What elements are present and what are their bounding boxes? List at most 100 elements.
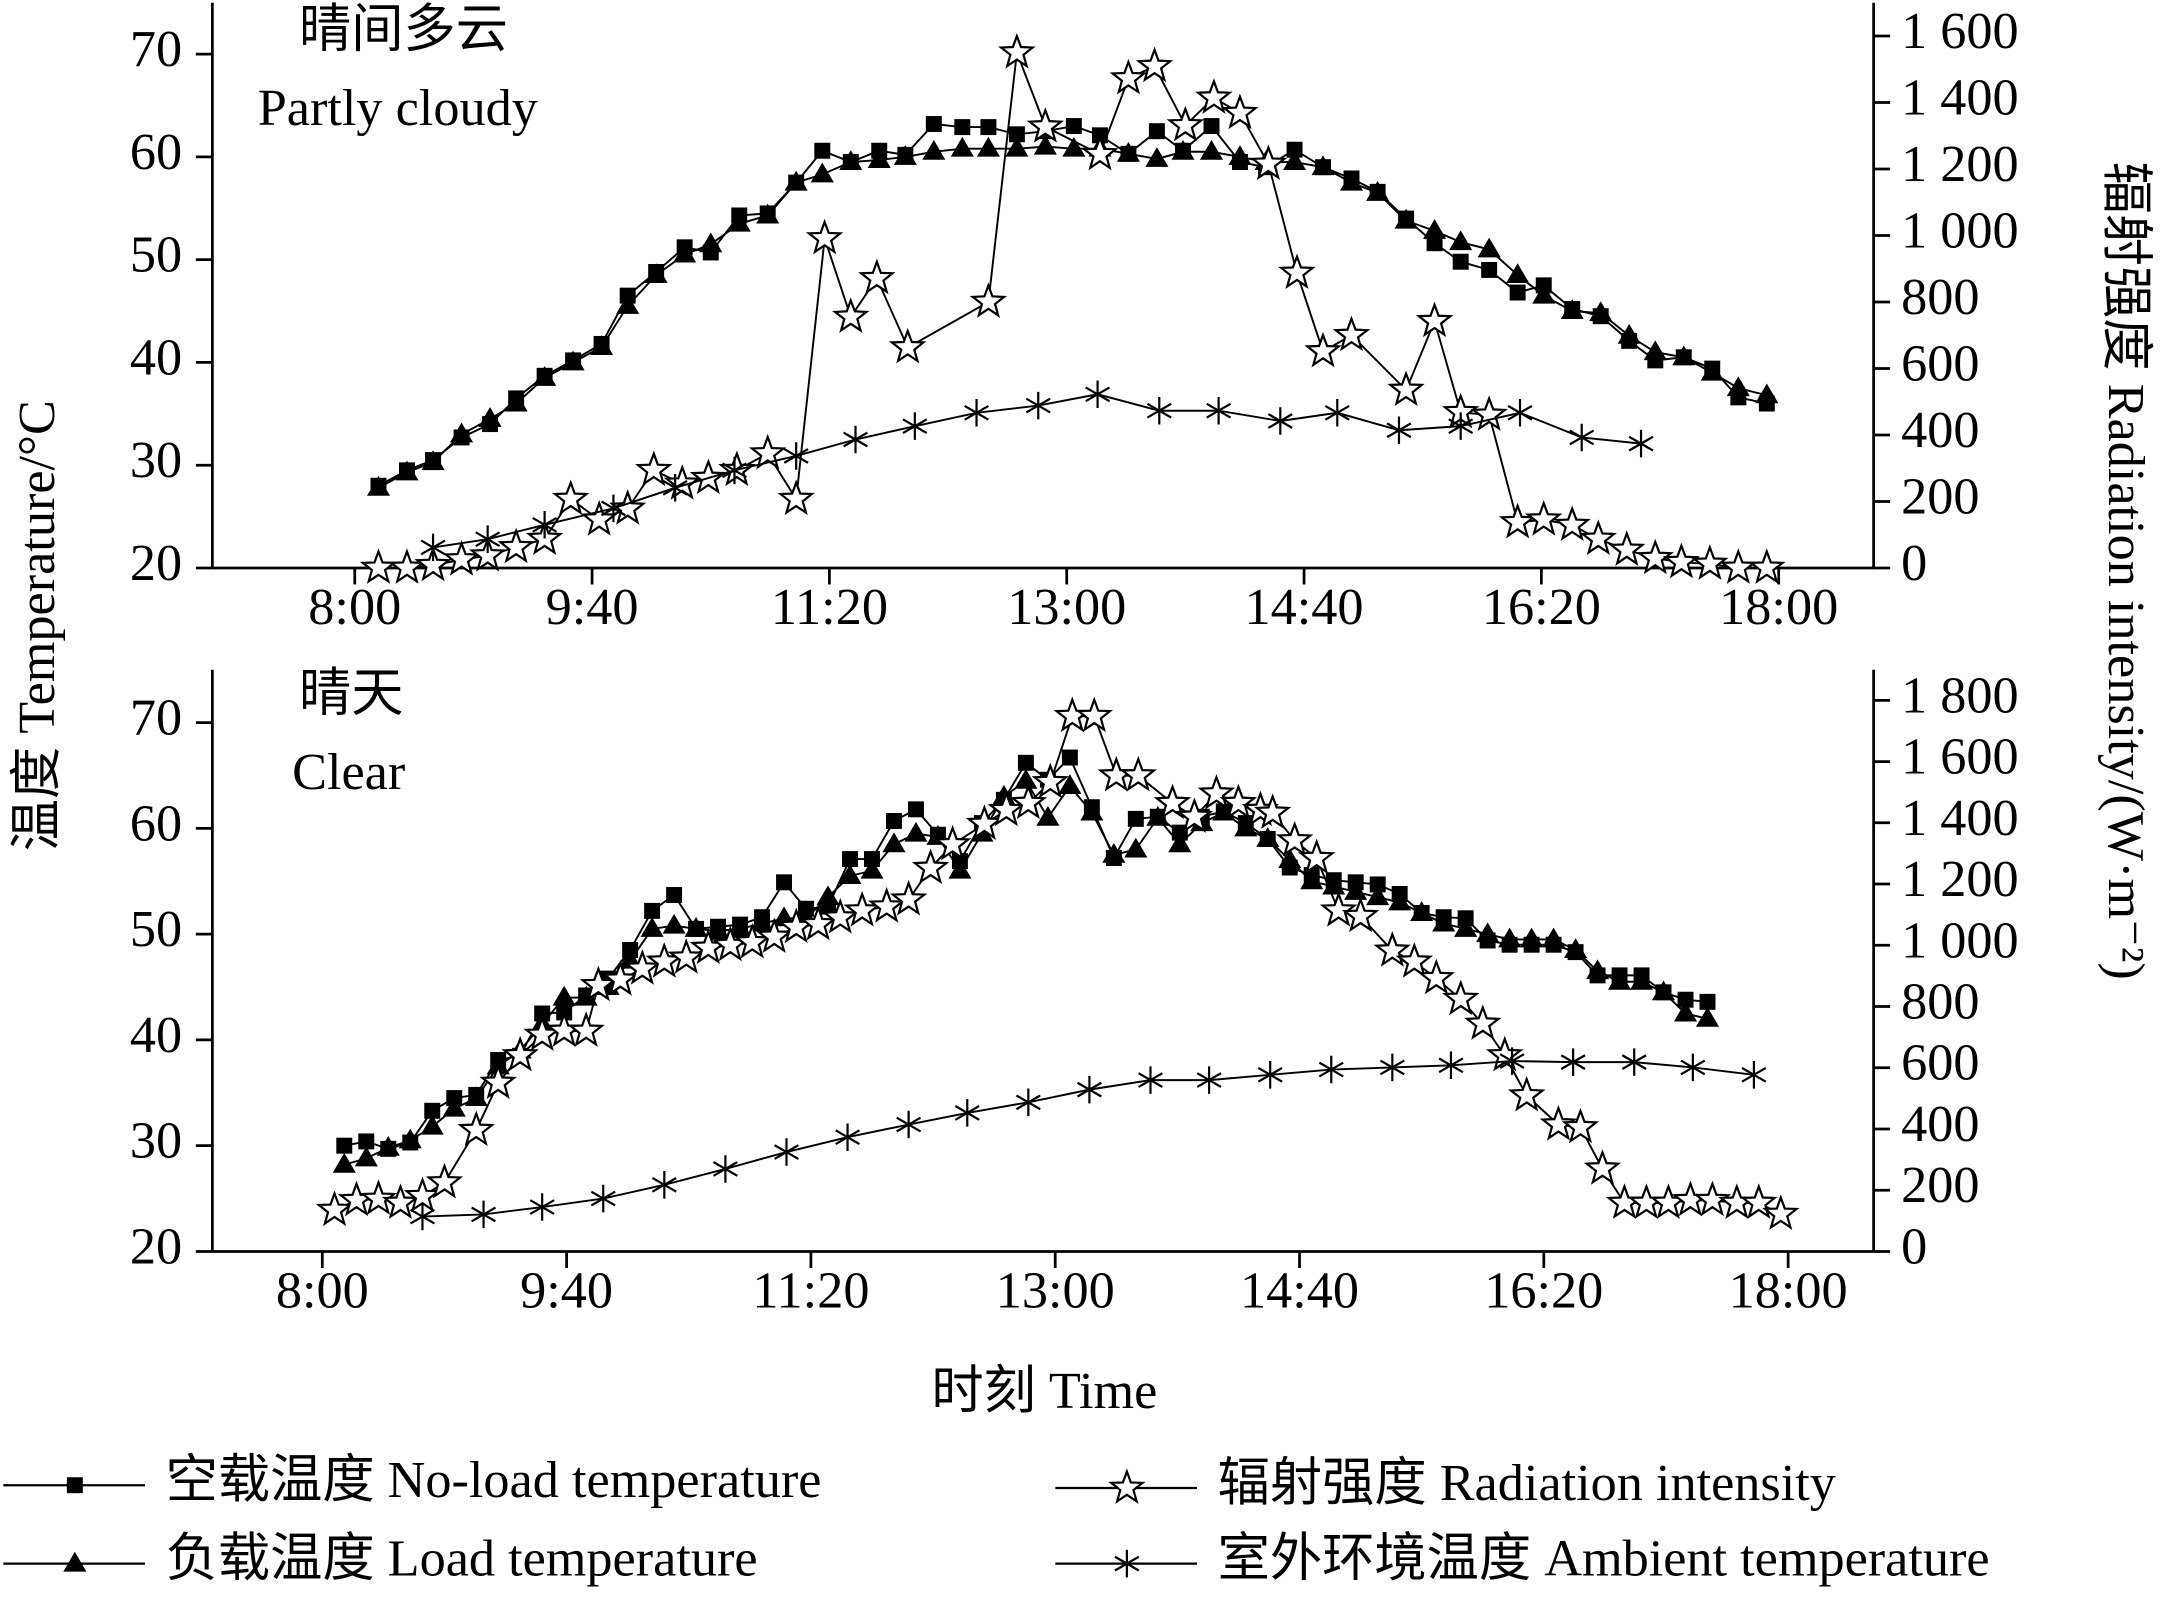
data-point (774, 1138, 799, 1166)
data-point (832, 297, 870, 333)
data-point (532, 511, 558, 539)
data-point (1762, 1194, 1800, 1230)
data-point (1506, 263, 1530, 284)
data-point (1608, 530, 1646, 567)
data-point (501, 1035, 539, 1072)
y2-tick-label: 400 (1901, 401, 1979, 459)
y2-tick-label: 1 600 (1901, 2, 2019, 60)
data-point (601, 960, 640, 996)
data-point (728, 917, 752, 937)
data-point (464, 1086, 488, 1107)
data-point (835, 1123, 861, 1151)
data-point (1649, 1183, 1688, 1219)
data-point (889, 879, 928, 916)
data-point (1438, 1051, 1464, 1080)
data-point (1452, 253, 1469, 270)
data-point (1498, 927, 1522, 948)
data-point (954, 119, 971, 136)
y-tick-label: 30 (130, 1112, 182, 1170)
data-point (1081, 134, 1119, 171)
data-point (1344, 880, 1368, 900)
data-point (420, 1114, 444, 1135)
data-point (969, 282, 1008, 318)
data-point (1148, 123, 1165, 140)
data-point (1470, 395, 1508, 431)
x-tick-label: 8:00 (308, 578, 401, 636)
data-point (1387, 370, 1425, 407)
data-point (1525, 500, 1563, 536)
data-point (1025, 391, 1051, 420)
data-point (640, 917, 664, 937)
data-point (1171, 139, 1195, 160)
y2-tick-label: 0 (1901, 1217, 1927, 1275)
data-point (561, 350, 585, 371)
data-point (590, 335, 614, 355)
data-point (776, 874, 793, 891)
y2-tick-label: 600 (1901, 334, 1979, 392)
data-point (748, 433, 787, 470)
data-point (478, 407, 502, 427)
data-point (1168, 832, 1192, 853)
data-point (1741, 1061, 1767, 1089)
y-tick-label: 60 (130, 794, 182, 852)
data-point (1423, 219, 1447, 239)
x-tick-label: 9:40 (520, 1261, 613, 1319)
data-point (1579, 519, 1617, 556)
data-point (1080, 800, 1104, 821)
data-point (1203, 118, 1220, 135)
data-point (421, 450, 445, 471)
data-point (722, 456, 747, 485)
data-point (1228, 145, 1252, 165)
data-point (950, 136, 974, 157)
data-point (1339, 170, 1364, 191)
data-point (1033, 134, 1057, 155)
series-line (378, 123, 1768, 487)
y-tick-label: 50 (130, 226, 182, 284)
data-point (1036, 805, 1060, 826)
data-point (904, 821, 928, 842)
data-point (1366, 181, 1390, 201)
y2-tick-label: 800 (1901, 268, 1979, 326)
y-axis-label: 温度 Temperature/°C (8, 400, 66, 851)
data-point (395, 460, 419, 481)
y-tick-label: 60 (130, 123, 182, 181)
data-point (777, 479, 815, 516)
data-point (600, 494, 626, 523)
y2-tick-label: 1 400 (1901, 789, 2019, 847)
data-point (843, 425, 868, 454)
data-point (727, 211, 751, 232)
data-point (1481, 261, 1498, 278)
data-point (1058, 774, 1082, 795)
data-point (332, 1152, 356, 1173)
x-tick-label: 14:40 (1240, 1261, 1359, 1319)
data-point (1699, 993, 1716, 1010)
data-point (1532, 283, 1556, 304)
y2-tick-label: 200 (1901, 1156, 1979, 1214)
y2-tick-label: 1 000 (1901, 201, 2019, 259)
y2-tick-label: 1 800 (1901, 666, 2019, 724)
y2-tick-label: 0 (1901, 534, 1927, 592)
data-point (1009, 783, 1048, 820)
data-point (756, 203, 780, 224)
data-point (1415, 301, 1454, 338)
data-point (635, 450, 673, 487)
data-point (799, 904, 837, 941)
data-point (1691, 544, 1729, 580)
data-point (1253, 793, 1292, 829)
data-point (425, 1162, 464, 1199)
data-point (911, 848, 950, 885)
panel-title: 晴间多云 (299, 0, 508, 58)
data-point (1341, 896, 1380, 933)
data-point (712, 1155, 738, 1183)
data-point (838, 864, 862, 884)
data-point (1219, 783, 1258, 820)
data-point (523, 1015, 561, 1051)
data-point (922, 139, 946, 160)
data-point (442, 540, 481, 576)
data-point (398, 1128, 422, 1149)
x-axis-label: 时刻 Time (931, 1362, 1157, 1420)
data-point (1651, 980, 1676, 1001)
data-point (893, 145, 917, 165)
data-point (1454, 917, 1478, 937)
